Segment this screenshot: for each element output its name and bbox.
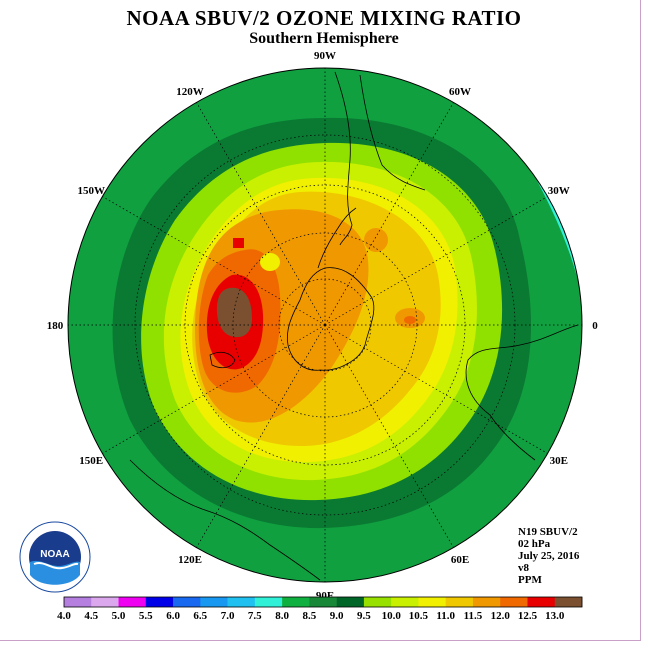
legend-tick-label: 12.5 bbox=[518, 610, 538, 622]
legend-swatch bbox=[145, 597, 174, 607]
image-frame bbox=[0, 0, 641, 641]
longitude-label: 150E bbox=[79, 455, 103, 467]
band-12.0-spot bbox=[233, 238, 244, 248]
legend-tick-labels: 4.0 4.5 5.0 5.5 6.0 6.5 7.0 7.5 8.0 8.5 9.0 9.5 10.0… bbox=[57, 610, 565, 622]
legend-tick-label: 11.0 bbox=[436, 610, 455, 622]
meridian-line bbox=[324, 324, 454, 548]
meridian-line bbox=[102, 196, 326, 326]
legend-swatch bbox=[91, 597, 119, 607]
info-units: PPM bbox=[518, 574, 542, 586]
longitude-grid bbox=[68, 68, 582, 582]
legend-swatch bbox=[64, 597, 92, 607]
legend-swatch bbox=[118, 597, 147, 607]
band-12.5-max bbox=[216, 287, 252, 338]
legend-tick-label: 5.5 bbox=[139, 610, 153, 622]
longitude-label: 60W bbox=[449, 86, 471, 98]
legend-tick-label: 7.0 bbox=[221, 610, 235, 622]
band-10.0-spot bbox=[260, 253, 280, 271]
legend-tick-label: 11.5 bbox=[464, 610, 483, 622]
map-subtitle: Southern Hemisphere bbox=[249, 30, 399, 47]
map-title: NOAA SBUV/2 OZONE MIXING RATIO bbox=[126, 6, 522, 30]
legend-tick-label: 9.0 bbox=[330, 610, 344, 622]
legend-swatch bbox=[309, 597, 337, 607]
antarctic-peninsula bbox=[317, 207, 357, 269]
meridian-line bbox=[324, 196, 548, 326]
legend-swatch bbox=[363, 597, 392, 607]
legend-swatch bbox=[254, 597, 283, 607]
legend-swatch bbox=[282, 597, 310, 607]
logo-wave-crest bbox=[33, 562, 79, 570]
legend-swatch bbox=[472, 597, 501, 607]
noaa-logo: NOAA bbox=[19, 521, 91, 593]
longitude-label: 120E bbox=[178, 554, 202, 566]
info-version: v8 bbox=[518, 562, 529, 574]
info-date: July 25, 2016 bbox=[518, 550, 580, 562]
legend-swatch bbox=[200, 597, 228, 607]
info-pressure: 02 hPa bbox=[518, 538, 551, 550]
longitude-label: 180 bbox=[47, 320, 64, 332]
meridian-line bbox=[196, 324, 326, 548]
legend-tick-label: 6.0 bbox=[166, 610, 180, 622]
legend-swatch bbox=[173, 597, 201, 607]
legend-tick-label: 5.0 bbox=[112, 610, 126, 622]
legend-tick-label: 4.0 bbox=[57, 610, 71, 622]
longitude-label: 30E bbox=[550, 455, 568, 467]
legend-tick-label: 13.0 bbox=[545, 610, 565, 622]
new-zealand-outline bbox=[209, 351, 236, 369]
longitude-label: 120W bbox=[176, 86, 204, 98]
longitude-label: 90W bbox=[314, 50, 336, 62]
longitude-label: 30W bbox=[548, 185, 570, 197]
africa-outline bbox=[465, 324, 579, 461]
legend-tick-label: 12.0 bbox=[491, 610, 511, 622]
meridian-line bbox=[102, 324, 326, 454]
legend-tick-label: 8.0 bbox=[275, 610, 289, 622]
australia-outline bbox=[129, 459, 321, 581]
antarctica-outline bbox=[286, 267, 375, 371]
legend-tick-label: 10.0 bbox=[382, 610, 402, 622]
legend-swatch bbox=[445, 597, 474, 607]
data-info: N19 SBUV/2 02 hPa July 25, 2016 v8 PPM bbox=[518, 526, 579, 586]
info-satellite: N19 SBUV/2 bbox=[518, 526, 578, 538]
legend-tick-label: 4.5 bbox=[84, 610, 98, 622]
meridian-line bbox=[324, 102, 454, 326]
south-america-outline bbox=[334, 71, 426, 246]
longitude-label: 150W bbox=[77, 185, 105, 197]
legend-tick-label: 10.5 bbox=[409, 610, 429, 622]
band-11.5-spot bbox=[404, 316, 416, 324]
legend-tick-label: 9.5 bbox=[357, 610, 371, 622]
legend-tick-label: 6.5 bbox=[193, 610, 207, 622]
legend-swatch bbox=[391, 597, 419, 607]
legend-swatch bbox=[227, 597, 256, 607]
legend-swatch bbox=[336, 597, 365, 607]
meridian-line bbox=[324, 324, 548, 454]
longitude-label: 60E bbox=[451, 554, 469, 566]
legend-tick-label: 8.5 bbox=[303, 610, 317, 622]
legend-outline bbox=[63, 596, 583, 608]
legend-tick-label: 7.5 bbox=[248, 610, 262, 622]
legend-swatches bbox=[63, 596, 583, 608]
legend-swatch bbox=[527, 597, 556, 607]
meridian-line bbox=[196, 102, 326, 326]
band-11.0-spot-a bbox=[364, 228, 388, 252]
legend-swatch bbox=[500, 597, 528, 607]
legend-swatch bbox=[554, 597, 583, 607]
logo-text: NOAA bbox=[40, 549, 69, 560]
legend-swatch bbox=[418, 597, 446, 607]
longitude-label: 0 bbox=[592, 320, 598, 332]
